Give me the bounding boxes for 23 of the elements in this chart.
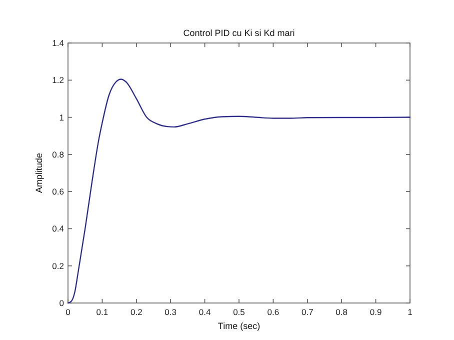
x-tick-label: 0.8: [336, 307, 348, 317]
y-tick-label: 1: [59, 112, 64, 122]
x-tick-label: 0.4: [198, 307, 211, 317]
x-tick-label: 1: [408, 307, 413, 317]
y-axis-title: Amplitude: [34, 152, 44, 194]
x-tick-label: 0: [66, 307, 71, 317]
chart-title: Control PID cu Ki si Kd mari: [183, 28, 295, 38]
y-tick-label: 0.4: [52, 224, 64, 234]
x-tick-label: 0.7: [301, 307, 314, 317]
line-series: [67, 78, 411, 304]
y-tick-label: 0.8: [52, 149, 64, 160]
x-axis-title: Time (sec): [218, 321, 260, 331]
x-tick-label: 0.9: [370, 307, 382, 317]
x-tick-label: 0.2: [130, 307, 143, 317]
y-tick-label: 0: [59, 298, 64, 308]
x-tick-label: 0.3: [164, 307, 177, 317]
y-tick-label: 0.6: [52, 186, 64, 197]
y-tick-label: 1.4: [52, 38, 64, 48]
y-tick-label: 0.2: [52, 260, 64, 271]
x-tick-label: 0.6: [267, 307, 280, 317]
y-tick-label: 1.2: [52, 75, 64, 86]
x-tick-label: 0.1: [96, 307, 108, 317]
x-tick-label: 0.5: [233, 307, 246, 317]
